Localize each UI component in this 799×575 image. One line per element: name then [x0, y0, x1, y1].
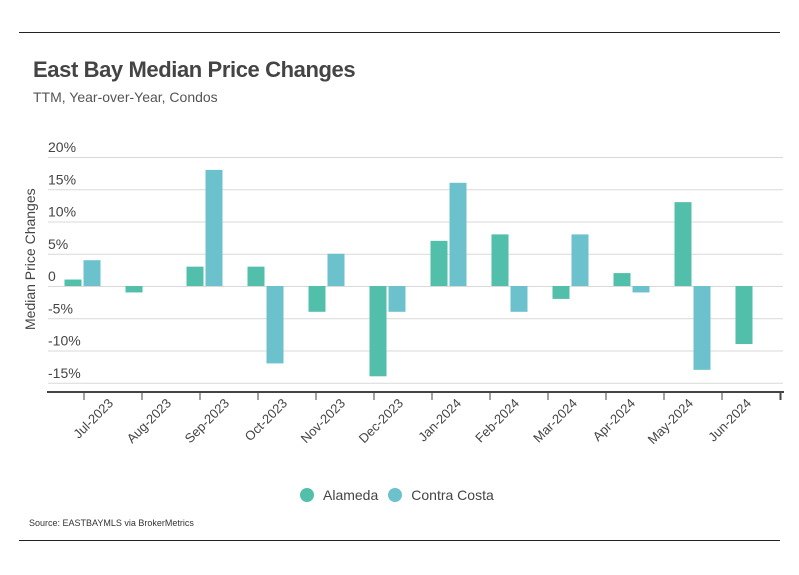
bar-alameda	[64, 279, 82, 286]
x-tick-label: Jan-2024	[415, 396, 464, 445]
legend-label-alameda: Alameda	[323, 487, 379, 503]
bar-contra-costa	[510, 286, 528, 312]
x-tick-label: Nov-2023	[298, 396, 348, 446]
x-tick-label: Jun-2024	[705, 396, 754, 445]
y-tick-label: -5%	[48, 300, 73, 316]
bar-alameda	[613, 273, 631, 286]
bar-alameda	[430, 240, 448, 286]
legend: Alameda Contra Costa	[300, 487, 504, 503]
y-tick-label: 10%	[48, 204, 76, 220]
y-tick-label: -10%	[48, 333, 81, 349]
bar-alameda	[308, 286, 326, 312]
bar-contra-costa	[693, 286, 711, 370]
top-rule	[19, 32, 780, 33]
y-tick-label: 5%	[48, 236, 68, 252]
bar-alameda	[247, 266, 265, 286]
y-tick-label: 20%	[48, 139, 76, 155]
gridlines	[48, 157, 783, 384]
bar-alameda	[186, 266, 204, 286]
legend-swatch-contra-costa	[388, 488, 403, 502]
x-tick-label: Jul-2023	[70, 396, 116, 442]
x-tick-label: Apr-2024	[590, 396, 638, 444]
x-tick-label: May-2024	[645, 396, 696, 447]
bar-alameda	[674, 202, 692, 286]
bar-contra-costa	[327, 253, 345, 286]
chart-title: East Bay Median Price Changes	[33, 57, 356, 82]
bar-contra-costa	[205, 169, 223, 286]
bars	[64, 169, 753, 377]
source-note: Source: EASTBAYMLS via BrokerMetrics	[29, 518, 194, 528]
y-tick-label: -15%	[48, 365, 81, 381]
x-tick-label: Aug-2023	[124, 396, 174, 446]
bottom-rule	[19, 540, 780, 541]
bar-contra-costa	[449, 182, 467, 286]
legend-item-contra-costa[interactable]: Contra Costa	[388, 487, 494, 503]
x-tick-label: Feb-2024	[472, 396, 522, 446]
bar-contra-costa	[83, 260, 101, 286]
y-tick-labels: 20% 15% 10% 5% 0 -5% -10% -15%	[48, 139, 81, 381]
legend-item-alameda[interactable]: Alameda	[300, 487, 378, 503]
legend-label-contra-costa: Contra Costa	[411, 487, 494, 503]
bar-contra-costa	[388, 286, 406, 312]
bar-contra-costa	[571, 234, 589, 286]
x-tick-label: Mar-2024	[530, 396, 580, 446]
x-tick-label: Dec-2023	[356, 396, 406, 446]
x-axis: Jul-2023 Aug-2023 Sep-2023 Oct-2023 Nov-2023…	[47, 391, 784, 447]
x-tick-label: Oct-2023	[242, 396, 290, 444]
bar-contra-costa	[266, 286, 284, 364]
x-tick-label: Sep-2023	[182, 396, 232, 446]
bar-alameda	[552, 286, 570, 299]
bar-alameda	[369, 286, 387, 377]
bar-contra-costa	[632, 286, 650, 293]
legend-swatch-alameda	[300, 488, 314, 502]
bar-alameda	[491, 234, 509, 286]
chart-subtitle: TTM, Year-over-Year, Condos	[33, 89, 218, 105]
y-tick-label: 0	[48, 268, 56, 284]
bar-alameda	[125, 286, 143, 293]
bar-alameda	[735, 286, 753, 345]
y-tick-label: 15%	[48, 171, 76, 187]
